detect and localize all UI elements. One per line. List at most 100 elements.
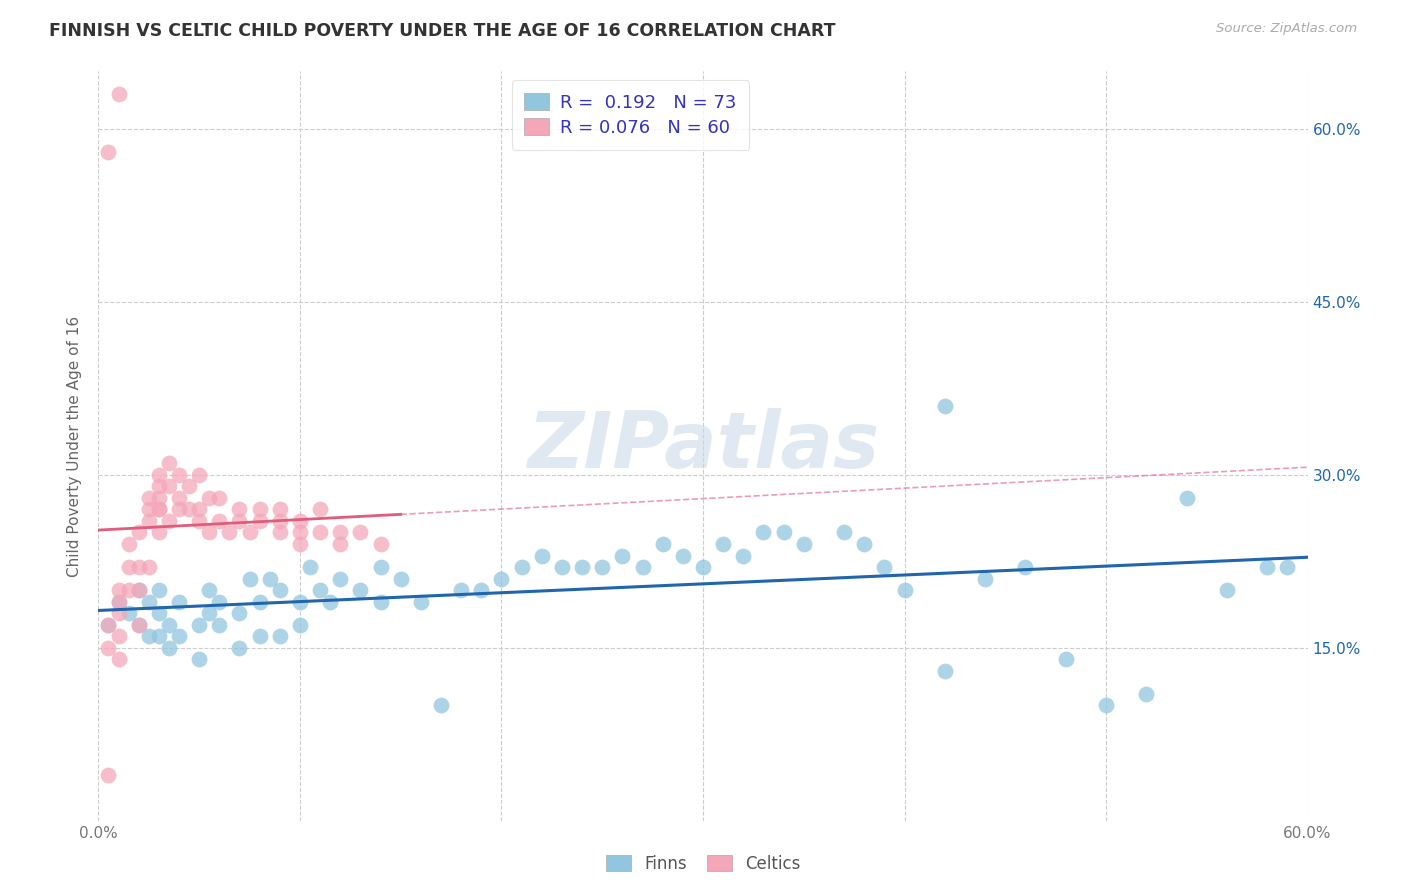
Point <box>179 479 201 493</box>
Point <box>148 525 170 540</box>
Point <box>329 572 352 586</box>
Point <box>188 467 211 482</box>
Point <box>349 583 371 598</box>
Point <box>208 617 231 632</box>
Point <box>188 514 211 528</box>
Point <box>128 583 150 598</box>
Point <box>269 583 291 598</box>
Point <box>1135 687 1157 701</box>
Point <box>148 502 170 516</box>
Point <box>329 525 352 540</box>
Point <box>450 583 472 598</box>
Point <box>198 606 221 620</box>
Point <box>1175 491 1198 505</box>
Point <box>148 502 170 516</box>
Point <box>128 525 150 540</box>
Point <box>309 583 332 598</box>
Point <box>208 491 231 505</box>
Point <box>138 491 160 505</box>
Point <box>138 502 160 516</box>
Point <box>249 514 271 528</box>
Point <box>470 583 492 598</box>
Text: Source: ZipAtlas.com: Source: ZipAtlas.com <box>1216 22 1357 36</box>
Point <box>1095 698 1118 713</box>
Point <box>711 537 734 551</box>
Point <box>118 560 141 574</box>
Point <box>228 502 250 516</box>
Point <box>157 514 180 528</box>
Point <box>752 525 775 540</box>
Point <box>218 525 240 540</box>
Point <box>148 467 170 482</box>
Point <box>107 87 129 102</box>
Point <box>198 525 221 540</box>
Point <box>118 583 141 598</box>
Point <box>128 560 150 574</box>
Point <box>349 525 371 540</box>
Point <box>118 537 141 551</box>
Point <box>107 594 129 608</box>
Point <box>228 606 250 620</box>
Point <box>138 594 160 608</box>
Point <box>319 594 342 608</box>
Text: FINNISH VS CELTIC CHILD POVERTY UNDER THE AGE OF 16 CORRELATION CHART: FINNISH VS CELTIC CHILD POVERTY UNDER TH… <box>49 22 835 40</box>
Point <box>249 594 271 608</box>
Point <box>97 767 120 781</box>
Point <box>370 537 392 551</box>
Point <box>269 514 291 528</box>
Point <box>128 617 150 632</box>
Point <box>198 583 221 598</box>
Point <box>309 525 332 540</box>
Point <box>934 399 956 413</box>
Point <box>510 560 533 574</box>
Point <box>97 617 120 632</box>
Point <box>167 491 190 505</box>
Point <box>107 629 129 643</box>
Point <box>148 491 170 505</box>
Point <box>288 525 311 540</box>
Legend: Finns, Celtics: Finns, Celtics <box>599 848 807 880</box>
Point <box>269 525 291 540</box>
Point <box>893 583 915 598</box>
Point <box>430 698 453 713</box>
Point <box>138 629 160 643</box>
Point <box>138 560 160 574</box>
Point <box>299 560 322 574</box>
Point <box>934 664 956 678</box>
Point <box>591 560 613 574</box>
Point <box>672 549 695 563</box>
Point <box>409 594 432 608</box>
Point <box>631 560 654 574</box>
Point <box>249 629 271 643</box>
Point <box>239 572 262 586</box>
Point <box>188 652 211 666</box>
Point <box>97 640 120 655</box>
Point <box>198 491 221 505</box>
Point <box>179 502 201 516</box>
Point <box>288 594 311 608</box>
Point <box>107 606 129 620</box>
Point <box>873 560 896 574</box>
Point <box>107 583 129 598</box>
Point <box>249 502 271 516</box>
Point <box>107 652 129 666</box>
Point <box>239 525 262 540</box>
Point <box>167 594 190 608</box>
Point <box>974 572 997 586</box>
Point <box>167 629 190 643</box>
Y-axis label: Child Poverty Under the Age of 16: Child Poverty Under the Age of 16 <box>67 316 83 576</box>
Point <box>148 583 170 598</box>
Point <box>157 456 180 470</box>
Point <box>188 502 211 516</box>
Point <box>651 537 673 551</box>
Point <box>1014 560 1036 574</box>
Legend: R =  0.192   N = 73, R = 0.076   N = 60: R = 0.192 N = 73, R = 0.076 N = 60 <box>512 80 749 150</box>
Point <box>228 514 250 528</box>
Point <box>259 572 281 586</box>
Point <box>793 537 815 551</box>
Point <box>228 640 250 655</box>
Point <box>832 525 855 540</box>
Point <box>370 560 392 574</box>
Point <box>692 560 714 574</box>
Point <box>157 640 180 655</box>
